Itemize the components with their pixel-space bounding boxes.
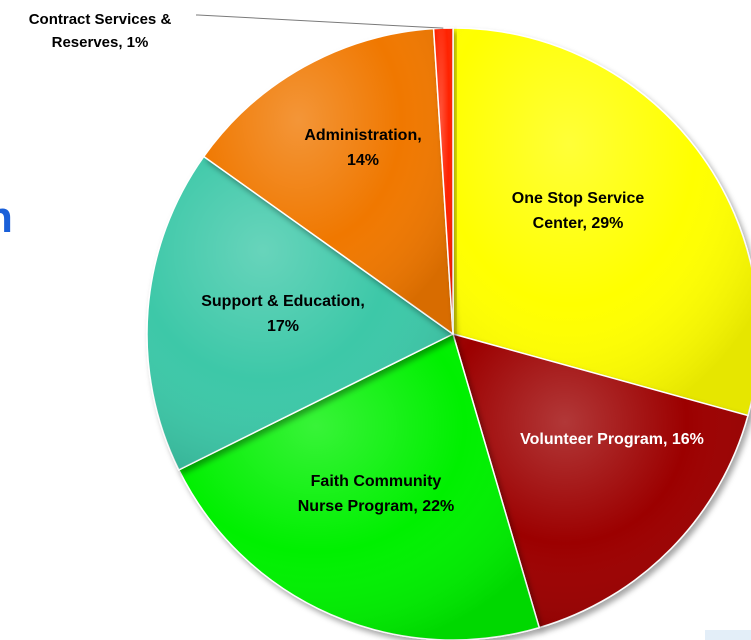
slice-label-line: 14% [347,152,379,169]
cropped-heading-fragment: n [0,196,12,240]
slice-label-line: Contract Services & [29,11,172,28]
pie-slice-sheen [178,334,540,640]
slice-label-one-stop-service-center: One Stop Service Center, 29% [512,190,645,232]
slice-label-line: Administration, [304,127,421,144]
slice-label-volunteer-program: Volunteer Program, 16% [520,431,704,448]
pie-labels: One Stop Service Center, 29% Volunteer Pro… [29,11,704,515]
pie-slice-sheen [203,28,453,334]
slice-label-administration: Administration, 14% [304,127,421,169]
slice-label-faith-community-nurse-program: Faith Community Nurse Program, 22% [298,473,455,515]
leader-line [196,14,444,29]
slice-label-line: Faith Community [311,473,442,490]
slice-label-line: One Stop Service [512,190,645,207]
pie-slice-sheen [433,28,453,334]
pie-slice-sheen [453,334,748,628]
pie-slice-sheen [146,156,453,470]
pie-slices [146,27,751,640]
slice-label-line: Support & Education, [201,293,365,310]
slice-label-line: Center, 29% [533,215,624,232]
slice-label-contract-services-and-reserves: Contract Services & Reserves, 1% [29,11,172,51]
slice-label-line: Nurse Program, 22% [298,498,455,515]
corner-panel-fragment [705,630,751,640]
slice-label-line: 17% [267,318,299,335]
heading-glyph: n [0,196,12,240]
slice-label-support-and-education: Support & Education, 17% [201,293,365,335]
slice-label-line: Volunteer Program, 16% [520,431,704,448]
pie-slice-sheen [453,28,751,416]
slice-label-line: Reserves, 1% [52,34,149,51]
